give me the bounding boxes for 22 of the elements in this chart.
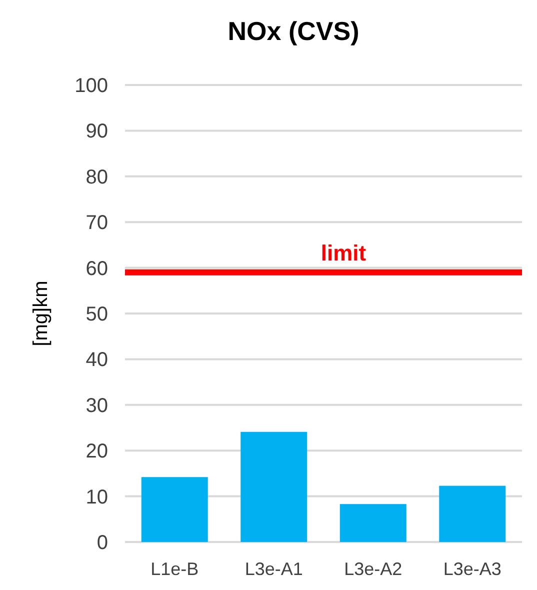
y-tick-label: 100 [74, 75, 108, 97]
x-tick-label: L3e-A2 [344, 559, 402, 579]
y-tick-label: 20 [86, 440, 108, 463]
y-tick-label: 50 [86, 304, 108, 326]
bar [240, 432, 308, 542]
y-tick-label: 90 [86, 120, 108, 143]
y-tick-label: 80 [86, 166, 108, 188]
y-tick-label: 60 [86, 258, 108, 280]
chart-title: NOx (CVS) [228, 16, 360, 46]
y-tick-label: 40 [86, 349, 108, 372]
x-tick-label: L1e-B [150, 559, 199, 579]
y-axis-title: [mg]km [30, 280, 52, 346]
bar [439, 486, 506, 542]
y-tick-label: 0 [96, 532, 108, 554]
ref-line-label: limit [320, 240, 367, 266]
x-tick-label: L3e-A1 [244, 559, 303, 579]
bar [340, 504, 406, 542]
y-tick-label: 70 [86, 212, 108, 234]
bar [141, 477, 208, 542]
y-tick-label: 30 [86, 394, 108, 417]
y-tick-label: 10 [86, 486, 108, 508]
x-tick-label: L3e-A3 [443, 559, 502, 579]
